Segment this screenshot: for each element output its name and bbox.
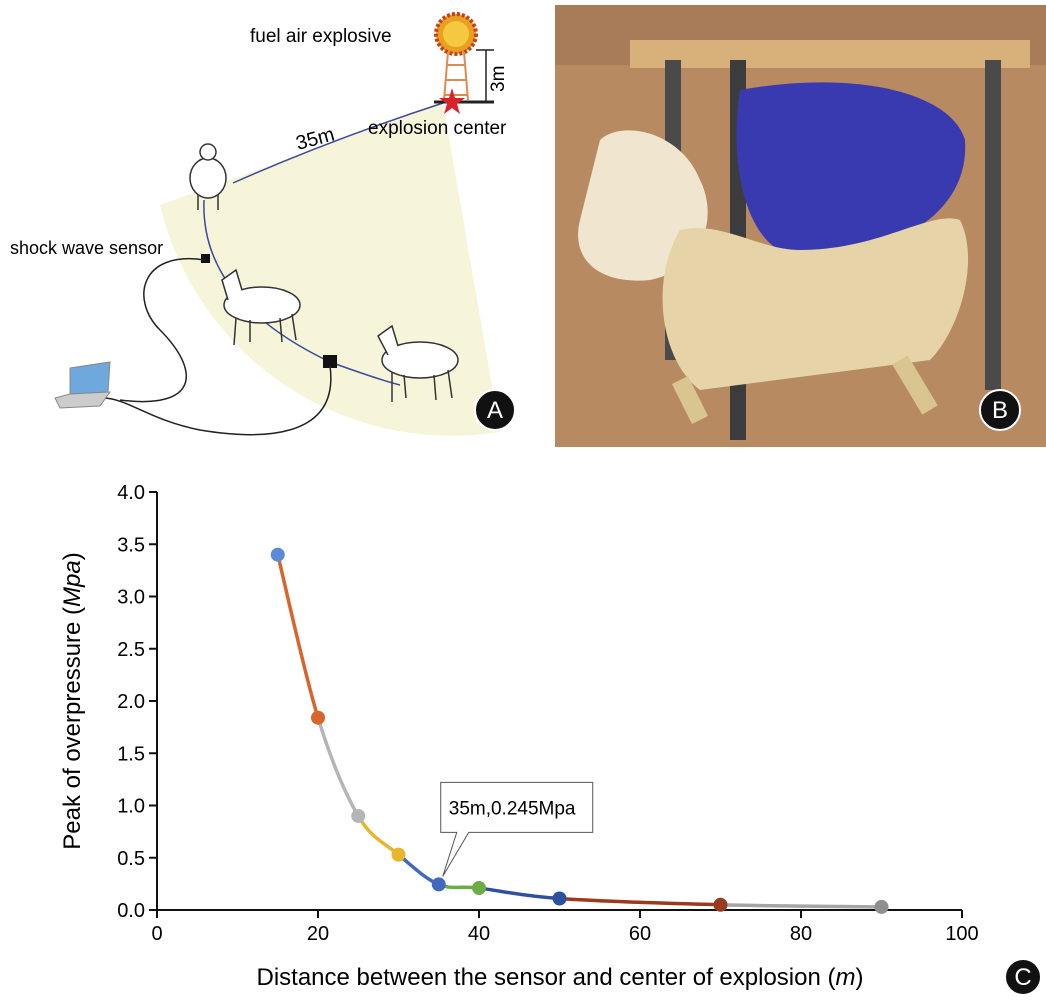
line-segment: [399, 855, 439, 885]
y-tick-label: 3.5: [117, 534, 145, 556]
data-point: [432, 877, 446, 891]
line-segment: [560, 899, 721, 905]
data-point: [351, 809, 365, 823]
line-segment: [278, 555, 318, 718]
x-tick-label: 40: [468, 923, 490, 945]
chart: Peak of overpressure (Mpa) Distance betw…: [59, 482, 1041, 995]
line-segment: [721, 905, 882, 907]
y-tick-label: 1.5: [117, 743, 145, 765]
y-tick-label: 2.5: [117, 639, 145, 661]
data-point: [311, 711, 325, 725]
label-explosive: fuel air explosive: [250, 26, 392, 47]
x-tick-label: 60: [629, 923, 651, 945]
y-tick-label: 3.0: [117, 587, 145, 609]
x-tick-label: 0: [151, 923, 162, 945]
x-title-part: m: [836, 964, 856, 991]
laptop: [55, 362, 110, 408]
data-point: [271, 548, 285, 562]
line-segment: [318, 718, 358, 816]
data-point: [553, 892, 567, 906]
y-axis-title: Peak of overpressure (Mpa): [59, 552, 86, 849]
panel-a: fuel air explosive 3m 35m explosion cent…: [10, 14, 515, 436]
x-axis-title: Distance between the sensor and center o…: [256, 964, 863, 991]
panel-letter: B: [992, 397, 1008, 424]
y-tick-label: 2.0: [117, 691, 145, 713]
y-title-part: Mpa: [59, 560, 86, 607]
y-tick-label: 1.0: [117, 796, 145, 818]
x-title-part: ): [856, 964, 864, 991]
data-point: [714, 898, 728, 912]
panel-letter: A: [487, 397, 503, 424]
line-segment: [479, 888, 560, 898]
x-title-part: Distance between the sensor and center o…: [256, 964, 835, 991]
annotation-box: [441, 782, 593, 876]
data-point: [875, 900, 889, 914]
x-tick-label: 80: [790, 923, 812, 945]
data-point: [472, 881, 486, 895]
line-segment: [358, 816, 398, 855]
y-title-part: Peak of overpressure (: [59, 607, 86, 850]
sensor: [201, 254, 210, 263]
y-tick-label: 4.0: [117, 482, 145, 504]
y-tick-label: 0.0: [117, 900, 145, 922]
panel-b-photo: B: [555, 5, 1046, 447]
label-height: 3m: [488, 66, 509, 92]
x-tick-label: 20: [307, 923, 329, 945]
data-point: [392, 848, 406, 862]
y-tick-label: 0.5: [117, 848, 145, 870]
x-tick-label: 100: [945, 923, 978, 945]
annotation: 35m,0.245Mpa: [449, 798, 576, 819]
label-sensor: shock wave sensor: [10, 238, 163, 258]
explosive-tower: [434, 14, 494, 114]
panel-letter: C: [1014, 964, 1031, 991]
figure: fuel air explosive 3m 35m explosion cent…: [0, 0, 1046, 997]
y-title-part: ): [59, 552, 86, 560]
label-center: explosion center: [368, 118, 507, 139]
